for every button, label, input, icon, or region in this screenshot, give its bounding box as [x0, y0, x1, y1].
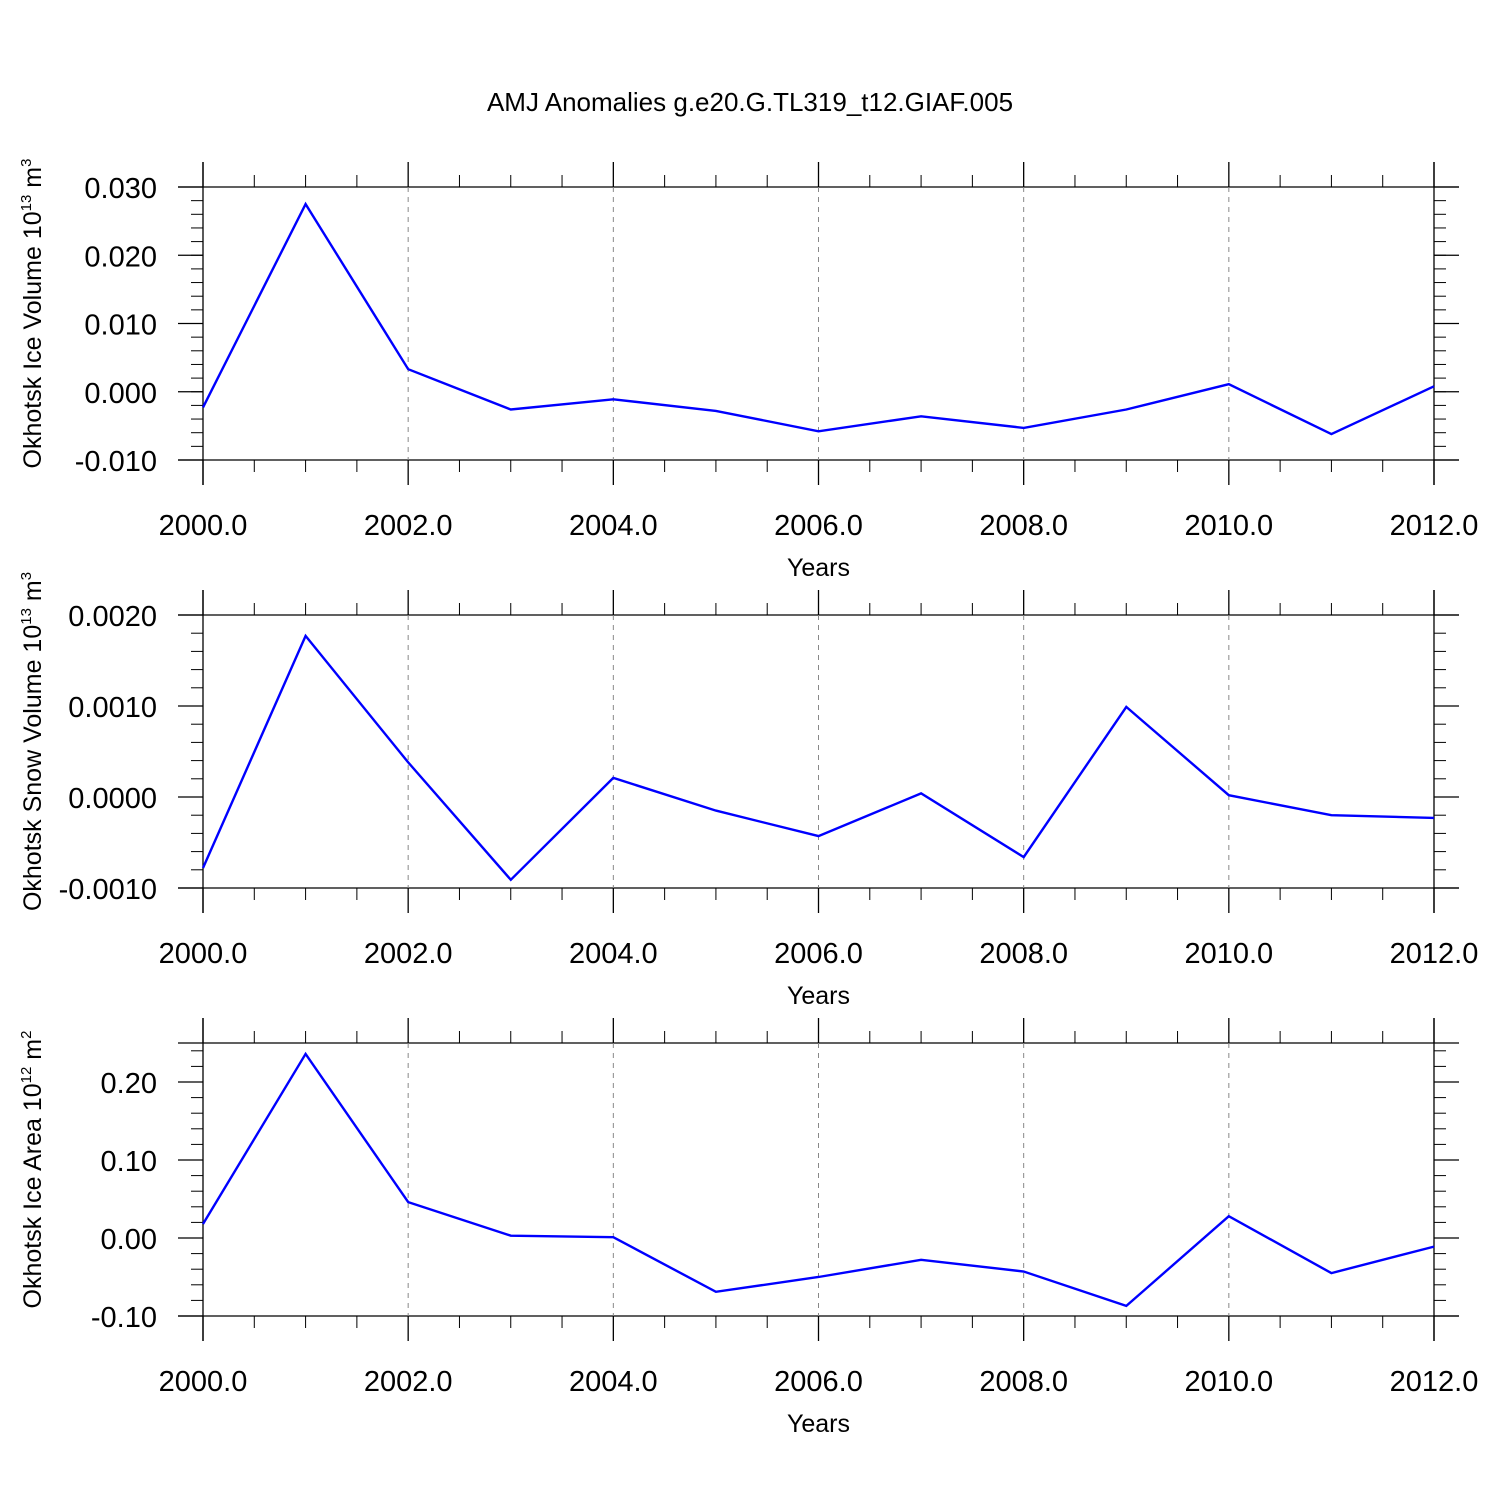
panel-1: 2000.0 2002.0 2004.0 2006.0 2008.0 2010.0 2012… [18, 159, 1478, 582]
panels: 2000.0 2002.0 2004.0 2006.0 2008.0 2010.0 2012… [18, 159, 1478, 1438]
y-tick-label: -0.0010 [59, 874, 157, 906]
y-tick-label: 0.0000 [68, 783, 157, 815]
y-tick-label: 0.10 [101, 1146, 157, 1178]
y-axis-label-unit: m [19, 167, 47, 195]
y-axis-label-main: Okhotsk Ice Area 10 [19, 1083, 47, 1308]
x-tick-label: 2006.0 [774, 938, 863, 970]
y-tick-label: 0.020 [84, 241, 157, 273]
x-tick-label: 2002.0 [364, 938, 453, 970]
x-tick-label: 2006.0 [774, 510, 863, 542]
y-tick-label: -0.10 [91, 1302, 157, 1334]
x-tick-label: 2004.0 [569, 510, 658, 542]
x-tick-label: 2010.0 [1184, 510, 1273, 542]
x-tick-label: 2002.0 [364, 510, 453, 542]
x-tick-label: 2004.0 [569, 938, 658, 970]
x-axis-label: Years [787, 1410, 850, 1438]
y-axis-label-exp: 12 [18, 1067, 35, 1084]
y-axis-label-main: Okhotsk Snow Volume 10 [19, 625, 47, 911]
y-axis-label-unit: m [19, 580, 47, 608]
y-axis-label: Okhotsk Ice Area 1012 m2 [18, 1031, 47, 1309]
y-axis-label: Okhotsk Snow Volume 1013 m3 [18, 572, 47, 911]
x-tick-label: 2000.0 [159, 510, 248, 542]
y-tick-label: 0.20 [101, 1068, 157, 1100]
y-axis-label-unit: m [19, 1039, 47, 1067]
y-tick-label: 0.010 [84, 310, 157, 342]
x-axis-label: Years [787, 982, 850, 1010]
y-tick-label: 0.0010 [68, 692, 157, 724]
series-line [201, 1051, 1435, 1308]
y-axis-label-unit-exp: 3 [18, 159, 35, 167]
y-axis-label-unit-exp: 2 [18, 1031, 35, 1039]
y-tick-label: 0.00 [101, 1224, 157, 1256]
y-axis-label: Okhotsk Ice Volume 1013 m3 [18, 159, 47, 469]
y-tick-label: 0.000 [84, 378, 157, 410]
panel-2: 2000.0 2002.0 2004.0 2006.0 2008.0 2010.0 2012… [18, 572, 1478, 1010]
y-tick-label: 0.0020 [68, 601, 157, 633]
x-tick-label: 2012.0 [1390, 1366, 1479, 1398]
x-tick-label: 2008.0 [979, 510, 1068, 542]
panel-3: 2000.0 2002.0 2004.0 2006.0 2008.0 2010.0 2012… [18, 1018, 1478, 1438]
y-tick-label: -0.010 [75, 446, 157, 478]
y-axis-label-unit-exp: 3 [18, 572, 35, 580]
figure-title: AMJ Anomalies g.e20.G.TL319_t12.GIAF.005 [487, 87, 1013, 117]
x-tick-label: 2010.0 [1184, 938, 1273, 970]
y-axis-label-exp: 13 [18, 195, 35, 212]
y-axis-label-exp: 13 [18, 608, 35, 625]
x-tick-label: 2012.0 [1390, 510, 1479, 542]
x-tick-label: 2008.0 [979, 938, 1068, 970]
x-tick-label: 2012.0 [1390, 938, 1479, 970]
y-axis-label-main: Okhotsk Ice Volume 10 [19, 211, 47, 468]
x-tick-label: 2000.0 [159, 1366, 248, 1398]
x-tick-label: 2008.0 [979, 1366, 1068, 1398]
x-tick-label: 2002.0 [364, 1366, 453, 1398]
x-tick-label: 2006.0 [774, 1366, 863, 1398]
x-tick-label: 2004.0 [569, 1366, 658, 1398]
x-tick-label: 2010.0 [1184, 1366, 1273, 1398]
x-tick-label: 2000.0 [159, 938, 248, 970]
x-axis-label: Years [787, 554, 850, 582]
y-tick-label: 0.030 [84, 173, 157, 205]
